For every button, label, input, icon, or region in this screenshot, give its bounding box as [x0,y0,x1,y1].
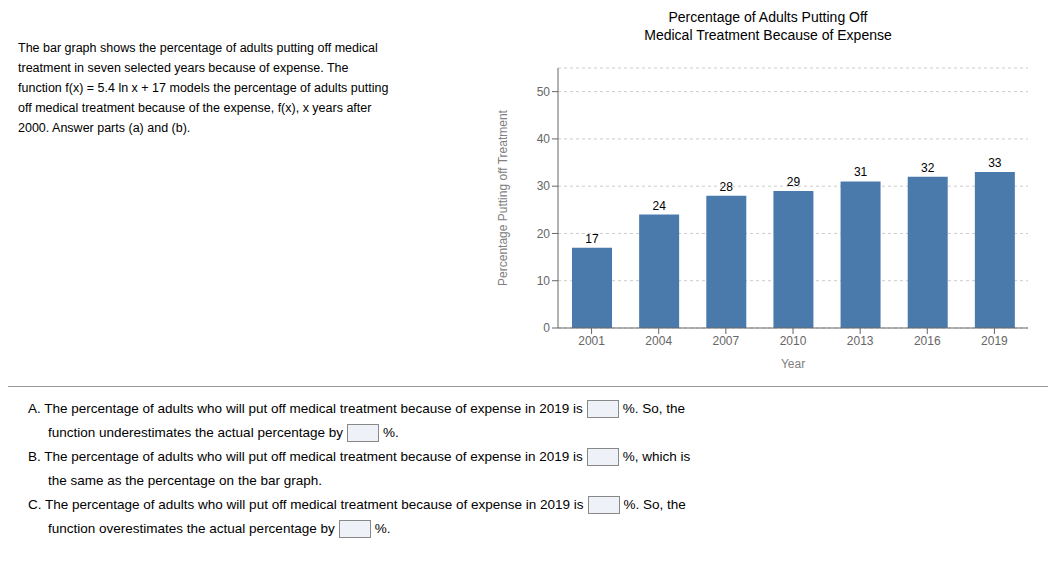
html-text:B. The percentage of adults wh: B. The percentage of adults who will put… [28,449,583,464]
html-text:2000. Answer parts (a) and (b): 2000. Answer parts (a) and (b). [18,121,191,135]
svg-text:2004: 2004 [645,334,672,348]
svg-text:30: 30 [537,179,551,193]
svg-text:20: 20 [537,227,551,241]
html-text:function f(x) = 5.4 ln x + 17: function f(x) = 5.4 ln x + 17 models the… [18,81,389,95]
svg-text:28: 28 [720,180,734,194]
svg-text:2010: 2010 [780,334,807,348]
svg-text:2016: 2016 [914,334,941,348]
svg-text:Percentage Putting off Treatme: Percentage Putting off Treatment [496,109,510,286]
svg-text:40: 40 [537,132,551,146]
svg-text:17: 17 [585,232,599,246]
svg-text:29: 29 [787,175,801,189]
svg-text:Year: Year [781,357,805,371]
html-text:the same as the percentage on: the same as the percentage on the bar gr… [48,473,322,488]
html-text:A. The percentage of adults wh: A. The percentage of adults who will put… [28,401,583,416]
svg-text:31: 31 [854,165,868,179]
html-text:treatment in seven selected ye: treatment in seven selected years becaus… [18,61,349,75]
svg-text:50: 50 [537,85,551,99]
svg-text:0: 0 [543,321,550,335]
html-text:Percentage of Adults Putting O: Percentage of Adults Putting Off Medical… [644,9,892,43]
svg-text:32: 32 [921,161,935,175]
svg-text:2013: 2013 [847,334,874,348]
html-text:%. So, the: %. So, the [622,401,686,416]
html-text:%, which is: %, which is [622,449,691,464]
html-text:function overestimates the act: function overestimates the actual percen… [48,521,335,536]
html-text:%. So, the: %. So, the [623,497,686,512]
html-text:function underestimates the ac: function underestimates the actual perce… [48,425,343,440]
svg-text:2001: 2001 [578,334,605,348]
html-text:C. The percentage of adults wh: C. The percentage of adults who will put… [28,497,584,512]
svg-text:24: 24 [652,199,666,213]
svg-text:33: 33 [988,156,1002,170]
html-text:The bar graph shows the percen: The bar graph shows the percentage of ad… [18,41,378,55]
html-text:off medical treatment because: off medical treatment because of the exp… [18,101,372,115]
svg-text:2019: 2019 [981,334,1008,348]
svg-text:10: 10 [537,274,551,288]
svg-text:2007: 2007 [713,334,740,348]
